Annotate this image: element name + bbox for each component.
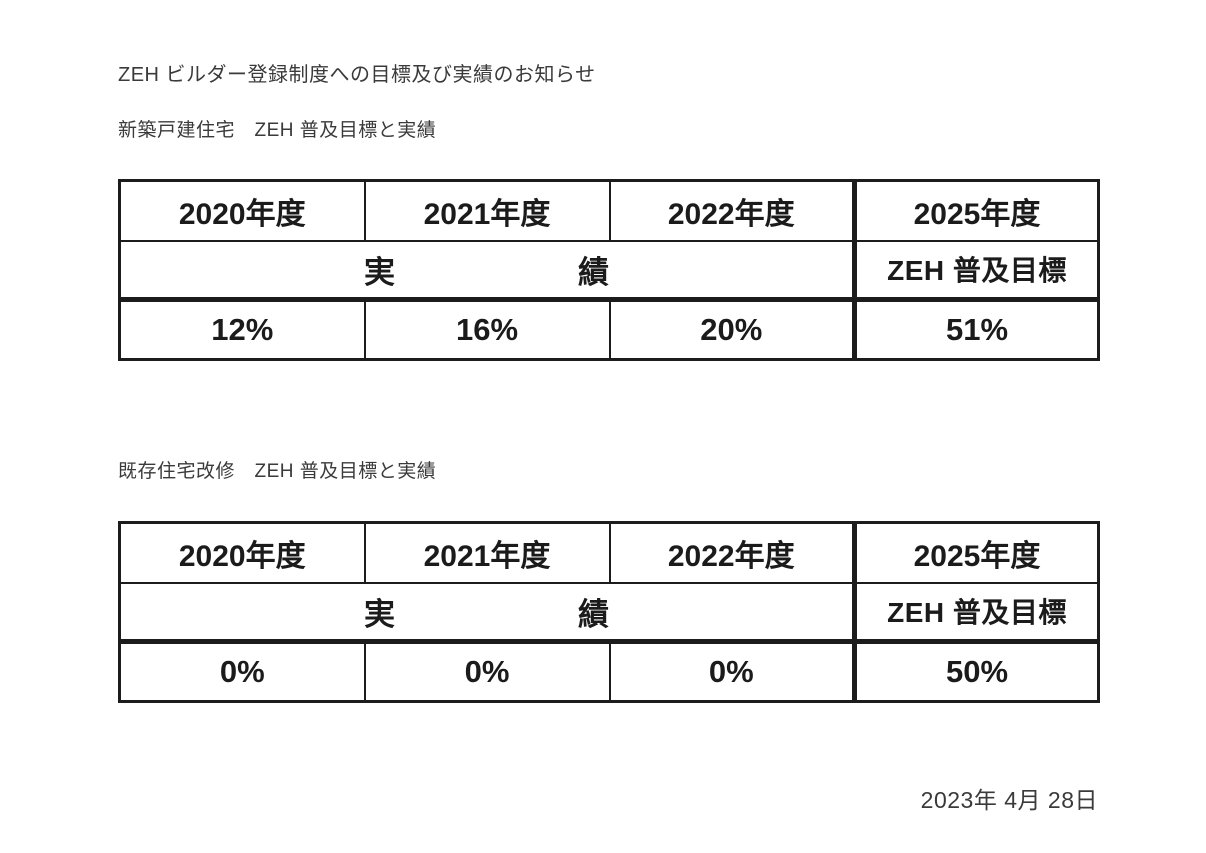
result-label: 実 績: [122, 589, 853, 634]
value-cell-2025-target: 51%: [852, 297, 1100, 361]
year-header-2025: 2025年度: [852, 521, 1100, 584]
target-label-cell: ZEH 普及目標: [852, 581, 1100, 643]
table-existing-housing-renovation: 2020年度 2021年度 2022年度 2025年度 実 績 ZEH 普及目標…: [118, 521, 1100, 703]
year-header-2021: 2021年度: [363, 521, 611, 584]
result-label-left: 実: [364, 254, 395, 290]
year-header-2025: 2025年度: [852, 179, 1100, 242]
section-title-new-detached-housing: 新築戸建住宅 ZEH 普及目標と実績: [118, 120, 437, 141]
value-cell-2025-target: 50%: [852, 639, 1100, 703]
table-row: 2020年度 2021年度 2022年度 2025年度: [118, 521, 1100, 584]
value-cell-2022: 0%: [608, 639, 856, 703]
value-cell-2021: 0%: [363, 639, 611, 703]
table-new-detached-housing: 2020年度 2021年度 2022年度 2025年度 実 績 ZEH 普及目標…: [118, 179, 1100, 361]
document-date: 2023年 4月 28日: [920, 787, 1098, 813]
value-cell-2021: 16%: [363, 297, 611, 361]
result-label: 実 績: [122, 247, 853, 292]
result-span-cell: 実 績: [118, 239, 856, 301]
section-title-existing-housing-renovation: 既存住宅改修 ZEH 普及目標と実績: [118, 461, 437, 482]
result-span-cell: 実 績: [118, 581, 856, 643]
year-header-2022: 2022年度: [608, 179, 856, 242]
year-header-2020: 2020年度: [118, 521, 366, 584]
result-label-right: 績: [578, 254, 609, 290]
result-label-left: 実: [364, 596, 395, 632]
year-header-2020: 2020年度: [118, 179, 366, 242]
value-cell-2022: 20%: [608, 297, 856, 361]
document-title: ZEH ビルダー登録制度への目標及び実績のお知らせ: [118, 64, 596, 86]
value-cell-2020: 0%: [118, 639, 366, 703]
table-row: 実 績 ZEH 普及目標: [118, 239, 1100, 301]
table-row: 0% 0% 0% 50%: [118, 639, 1100, 703]
table-row: 実 績 ZEH 普及目標: [118, 581, 1100, 643]
year-header-2022: 2022年度: [608, 521, 856, 584]
table-row: 2020年度 2021年度 2022年度 2025年度: [118, 179, 1100, 242]
result-label-right: 績: [578, 596, 609, 632]
table-row: 12% 16% 20% 51%: [118, 297, 1100, 361]
target-label-cell: ZEH 普及目標: [852, 239, 1100, 301]
year-header-2021: 2021年度: [363, 179, 611, 242]
value-cell-2020: 12%: [118, 297, 366, 361]
